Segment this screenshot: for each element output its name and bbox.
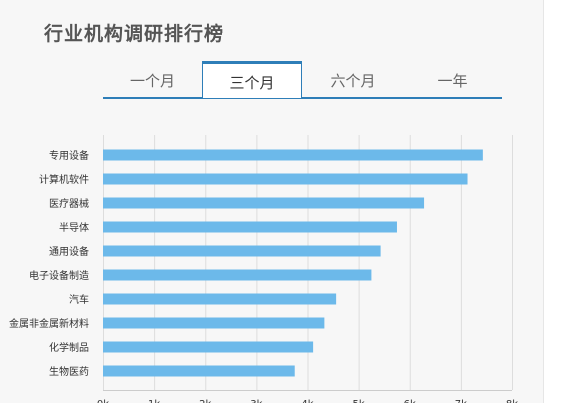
category-label: 汽车 (69, 293, 89, 306)
bar-5[interactable] (103, 269, 372, 281)
category-label: 计算机软件 (39, 173, 89, 186)
bar-2[interactable] (103, 197, 425, 209)
tab-one-month[interactable]: 一个月 (129, 72, 175, 90)
bar-0[interactable] (103, 149, 483, 161)
bar-7[interactable] (103, 317, 325, 329)
bar-4[interactable] (103, 245, 381, 257)
x-tick-label: 3k (250, 399, 262, 403)
x-tick-label: 8k (506, 399, 518, 403)
category-label: 医疗器械 (49, 197, 89, 210)
x-tick-label: 1k (148, 399, 160, 403)
industry-ranking-chart: 专用设备计算机软件医疗器械半导体通用设备电子设备制造汽车金属非金属新材料化学制品… (9, 135, 518, 403)
category-label: 金属非金属新材料 (9, 317, 89, 330)
category-label: 电子设备制造 (29, 269, 89, 282)
bar-3[interactable] (103, 221, 397, 233)
x-tick-label: 5k (353, 399, 365, 403)
x-tick-label: 0k (97, 399, 109, 403)
category-label: 通用设备 (49, 245, 89, 258)
category-label: 半导体 (59, 221, 89, 234)
tab-six-months[interactable]: 六个月 (330, 72, 376, 90)
category-label: 专用设备 (49, 149, 89, 162)
category-label: 生物医药 (49, 365, 89, 378)
period-tabs: 一个月 三个月 六个月 一年 (103, 61, 502, 99)
bar-9[interactable] (103, 365, 295, 377)
tab-three-months[interactable]: 三个月 (202, 61, 302, 98)
page-title: 行业机构调研排行榜 (44, 23, 225, 45)
bar-6[interactable] (103, 293, 337, 305)
tab-one-year[interactable]: 一年 (437, 72, 468, 90)
x-tick-label: 6k (404, 399, 416, 403)
bar-8[interactable] (103, 341, 314, 353)
x-tick-label: 4k (301, 399, 313, 403)
category-label: 化学制品 (49, 341, 89, 354)
x-tick-label: 2k (199, 399, 211, 403)
bar-1[interactable] (103, 173, 468, 185)
x-tick-label: 7k (455, 399, 467, 403)
panel-divider (543, 0, 544, 403)
